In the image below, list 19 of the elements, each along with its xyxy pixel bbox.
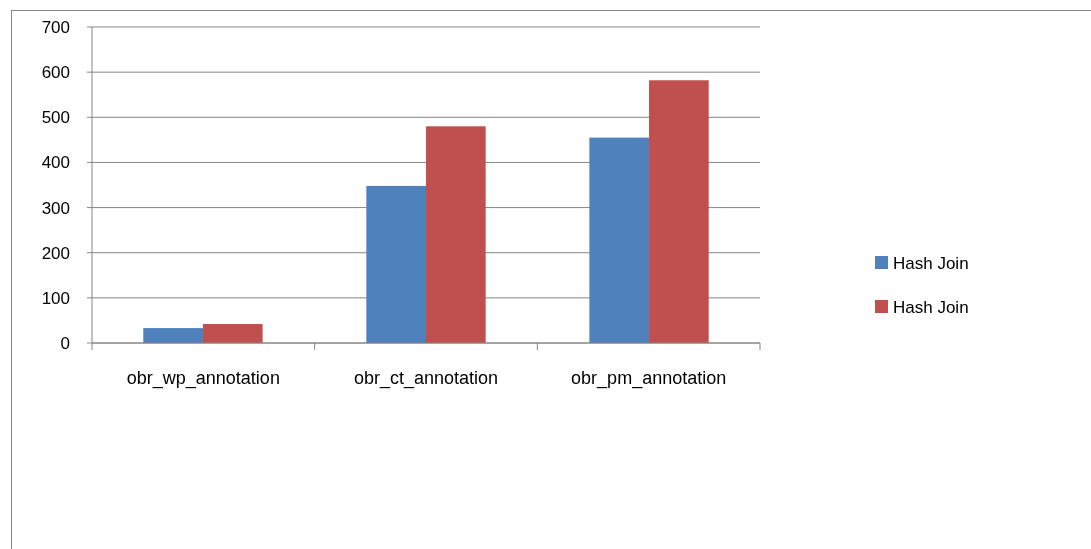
bar	[589, 137, 650, 343]
bar	[143, 328, 203, 343]
y-tick-label: 600	[41, 63, 70, 83]
y-tick-label: 0	[60, 333, 70, 353]
x-tick-label: obr_pm_annotation	[571, 368, 727, 389]
legend-label: Hash Join	[893, 297, 969, 317]
bar	[202, 324, 263, 343]
y-tick-label: 100	[41, 288, 70, 308]
x-tick-label: obr_ct_annotation	[353, 368, 499, 389]
y-tick-label: 500	[41, 108, 70, 128]
bar	[426, 126, 486, 343]
y-tick-label: 700	[41, 17, 70, 37]
y-tick-label: 200	[41, 243, 70, 263]
x-tick-label: obr_wp_annotation	[126, 368, 280, 389]
y-tick-label: 400	[41, 153, 70, 173]
y-tick-label: 300	[41, 198, 70, 218]
bar	[366, 185, 426, 343]
legend-label: Hash Join	[893, 253, 969, 273]
bar	[649, 80, 709, 343]
